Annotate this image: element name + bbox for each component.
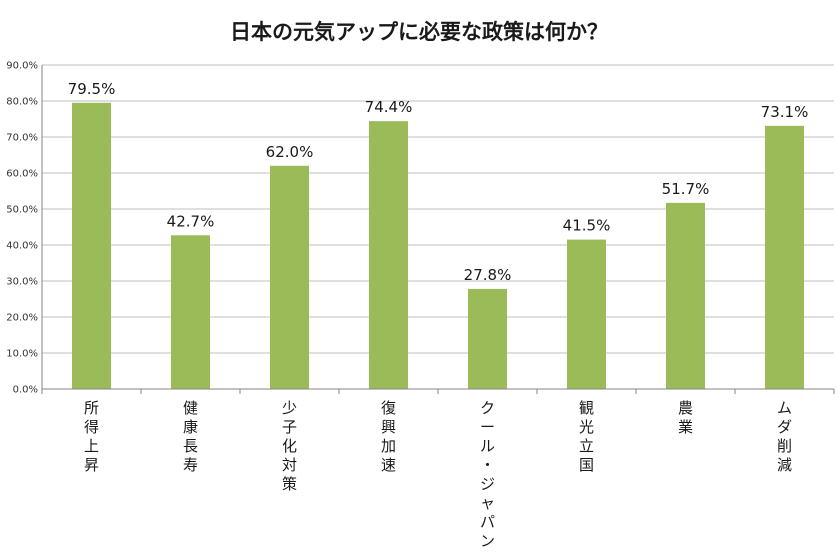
bar [270, 165, 309, 389]
data-label: 51.7% [662, 180, 710, 198]
x-tick-label: 少子化対策 [282, 399, 297, 493]
x-tick-label: 復興加速 [381, 399, 396, 474]
x-tick-label: 農業 [678, 399, 693, 436]
y-tick-label: 80.0% [6, 97, 38, 108]
data-label: 79.5% [68, 80, 116, 98]
bar [171, 235, 210, 389]
y-tick-label: 60.0% [6, 169, 38, 180]
data-label: 41.5% [563, 217, 611, 235]
x-tick-label: 所得上昇 [84, 399, 99, 474]
y-tick-label: 70.0% [6, 133, 38, 144]
bar [666, 202, 705, 389]
x-tick-label: 観光立国 [579, 399, 594, 474]
data-label: 73.1% [761, 103, 809, 121]
x-tick-label: クール・ジャパン [480, 399, 495, 550]
bar [468, 288, 507, 389]
bar [369, 121, 408, 389]
y-tick-label: 0.0% [13, 385, 38, 396]
data-label: 42.7% [167, 212, 215, 230]
y-tick-label: 90.0% [6, 61, 38, 72]
x-tick-label: ムダ削減 [777, 399, 792, 474]
bar [765, 125, 804, 389]
chart-title: 日本の元気アップに必要な政策は何か？ [230, 20, 608, 44]
y-tick-label: 10.0% [6, 349, 38, 360]
x-tick-label: 健康長寿 [183, 399, 198, 474]
data-label: 27.8% [464, 266, 512, 284]
bar [72, 102, 111, 390]
y-tick-label: 30.0% [6, 277, 38, 288]
data-label: 74.4% [365, 98, 413, 116]
y-tick-label: 50.0% [6, 205, 38, 216]
bar [567, 239, 606, 389]
y-tick-label: 40.0% [6, 241, 38, 252]
data-label: 62.0% [266, 143, 314, 161]
y-tick-label: 20.0% [6, 313, 38, 324]
